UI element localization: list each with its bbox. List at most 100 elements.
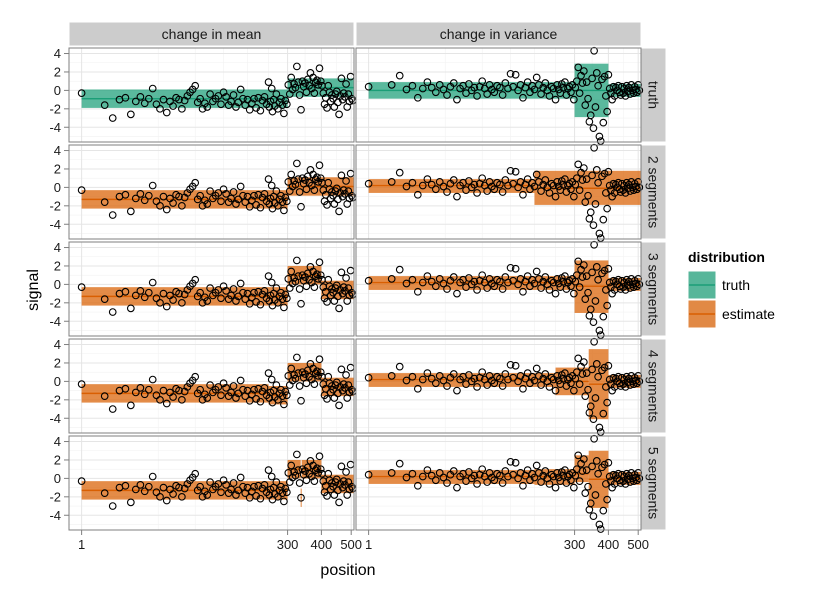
data-point <box>473 286 481 294</box>
data-point <box>310 89 319 98</box>
data-point <box>431 379 440 388</box>
data-point <box>156 104 164 113</box>
data-point <box>616 479 625 487</box>
data-point <box>616 91 625 99</box>
data-point <box>592 457 601 465</box>
y-tick-label: 2 <box>54 355 61 370</box>
data-point <box>622 275 631 284</box>
data-point <box>473 92 481 100</box>
data-point <box>328 285 336 293</box>
data-point <box>485 275 494 283</box>
data-point <box>633 476 641 485</box>
data-point <box>227 485 235 494</box>
data-point <box>335 401 343 410</box>
data-point <box>453 483 461 492</box>
y-tick-label: -2 <box>49 489 61 504</box>
data-point <box>600 363 609 372</box>
data-point <box>490 282 499 291</box>
data-point <box>162 399 171 408</box>
data-point <box>284 178 293 186</box>
data-point <box>364 470 373 479</box>
data-point <box>541 79 550 87</box>
data-point <box>574 451 583 460</box>
data-point <box>470 83 479 92</box>
data-point <box>232 394 240 402</box>
data-point <box>290 177 298 185</box>
data-point <box>413 481 422 490</box>
data-point <box>148 375 157 384</box>
y-tick-label: 2 <box>54 258 61 273</box>
data-point <box>413 384 422 393</box>
data-point <box>239 385 247 394</box>
y-tick-label: -4 <box>49 508 61 523</box>
data-point <box>222 480 230 489</box>
data-point <box>316 174 325 183</box>
data-point <box>293 450 301 459</box>
data-point <box>519 190 527 199</box>
data-point <box>589 415 598 424</box>
data-point <box>541 370 550 378</box>
data-point <box>584 191 592 200</box>
data-point <box>131 194 140 203</box>
data-point <box>323 492 331 500</box>
data-point <box>439 85 448 94</box>
data-point <box>519 287 527 296</box>
data-point <box>203 200 212 208</box>
data-point <box>545 480 554 488</box>
data-point <box>100 198 109 206</box>
data-point <box>574 354 583 363</box>
data-point <box>162 302 171 311</box>
data-point <box>622 469 631 478</box>
data-point <box>449 467 458 475</box>
data-point <box>100 295 109 303</box>
data-point <box>553 469 561 477</box>
x-tick-label: 500 <box>627 537 649 552</box>
data-point <box>290 468 298 476</box>
data-point <box>465 274 473 282</box>
data-point <box>335 207 343 216</box>
data-point <box>256 300 265 309</box>
data-point <box>77 89 86 98</box>
data-point <box>196 191 205 200</box>
y-tick-label: -4 <box>49 120 61 135</box>
data-point <box>156 395 164 404</box>
data-point <box>570 95 578 104</box>
data-point <box>427 471 436 480</box>
data-point <box>604 264 613 273</box>
data-point <box>121 93 130 102</box>
data-point <box>144 191 153 200</box>
data-point <box>431 476 440 485</box>
data-point <box>227 291 235 300</box>
data-point <box>594 372 602 381</box>
y-tick-label: 4 <box>54 143 61 158</box>
legend-label-truth: truth <box>722 277 750 293</box>
data-point <box>287 267 296 276</box>
data-point <box>144 482 153 491</box>
data-point <box>582 78 591 86</box>
data-point <box>591 491 600 499</box>
data-point <box>272 284 281 292</box>
data-point <box>594 178 602 187</box>
data-point <box>222 383 230 392</box>
data-point <box>206 187 214 195</box>
strip-truth <box>640 47 667 143</box>
data-point <box>272 381 281 389</box>
data-point <box>604 70 613 79</box>
data-point <box>121 287 130 296</box>
data-point <box>599 409 608 418</box>
strip-5-segments <box>640 435 667 531</box>
data-point <box>504 375 512 384</box>
data-point <box>302 185 311 194</box>
data-point <box>551 289 560 298</box>
data-point <box>395 71 404 80</box>
data-point <box>144 288 153 297</box>
data-point <box>465 177 473 185</box>
data-point <box>439 279 448 288</box>
data-point <box>431 185 440 194</box>
data-point <box>136 480 145 489</box>
panel-border <box>355 241 642 337</box>
data-point <box>260 286 269 295</box>
data-point <box>339 380 348 389</box>
data-point <box>574 257 583 266</box>
